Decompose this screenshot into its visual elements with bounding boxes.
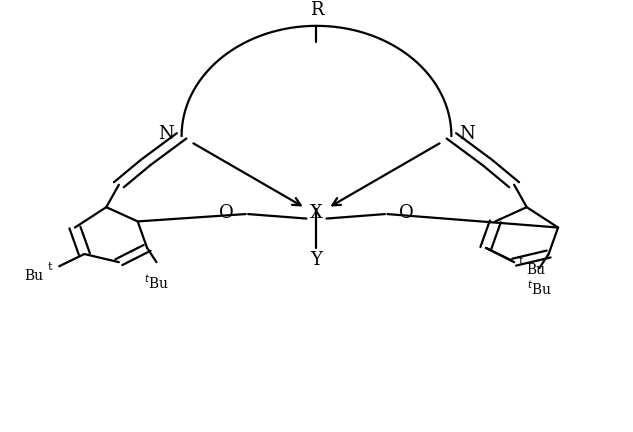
Text: N: N (158, 125, 174, 143)
Text: O: O (399, 204, 413, 222)
Text: t: t (518, 256, 523, 267)
Text: Bu: Bu (25, 270, 44, 283)
Text: t: t (47, 263, 52, 273)
Text: Bu: Bu (527, 264, 546, 277)
Text: O: O (220, 204, 234, 222)
Text: Y: Y (311, 251, 322, 269)
Text: N: N (459, 125, 475, 143)
Text: R: R (310, 0, 323, 19)
Text: $^t$Bu: $^t$Bu (144, 274, 169, 291)
Text: X: X (310, 204, 323, 222)
Text: $^t$Bu: $^t$Bu (527, 280, 552, 298)
